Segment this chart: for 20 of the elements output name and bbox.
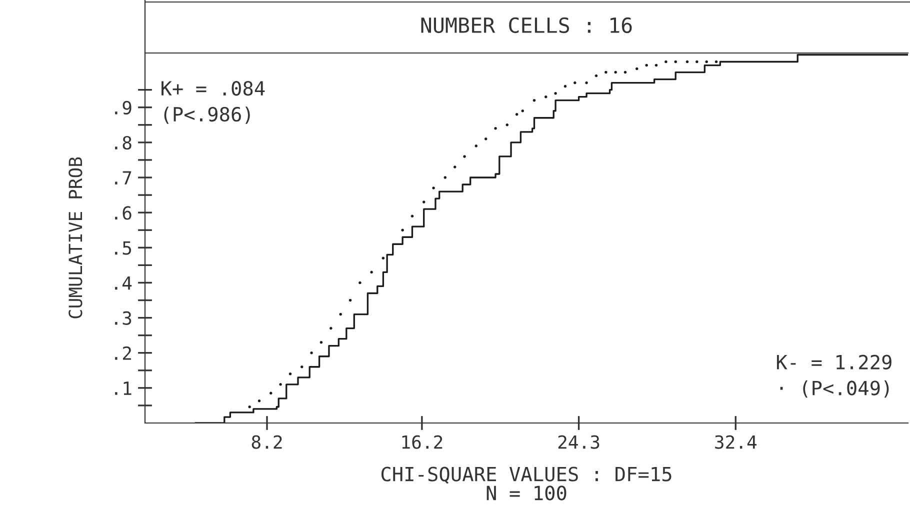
x-tick-label: 32.4 (715, 435, 757, 449)
annotation: K+ = .084 (162, 80, 265, 96)
annotation: · (P<.049) (780, 380, 889, 398)
y-axis-title: CUMULATIVE PROB (68, 157, 82, 318)
y-tick-label: .8 (115, 136, 132, 150)
y-tick-label: .7 (115, 171, 132, 184)
y-tick-label: .1 (115, 382, 132, 395)
y-tick-label: .4 (115, 276, 132, 290)
chart-title: NUMBER CELLS : 16 (421, 17, 632, 34)
x-tick-label: 24.3 (558, 435, 600, 449)
x-tick-label: 16.2 (402, 435, 442, 449)
x-axis-title: CHI-SQUARE VALUES : DF=15 N = 100 (381, 466, 672, 500)
annotation: K- = 1.229 (776, 354, 892, 370)
x-tick-label: 8.2 (252, 435, 282, 449)
y-tick-label: .9 (115, 100, 132, 115)
y-tick-label: .3 (115, 311, 132, 325)
y-tick-label: .5 (115, 241, 132, 255)
y-tick-label: .2 (115, 346, 131, 360)
y-tick-label: .6 (115, 206, 132, 220)
annotation: (P<.986) (164, 106, 250, 124)
